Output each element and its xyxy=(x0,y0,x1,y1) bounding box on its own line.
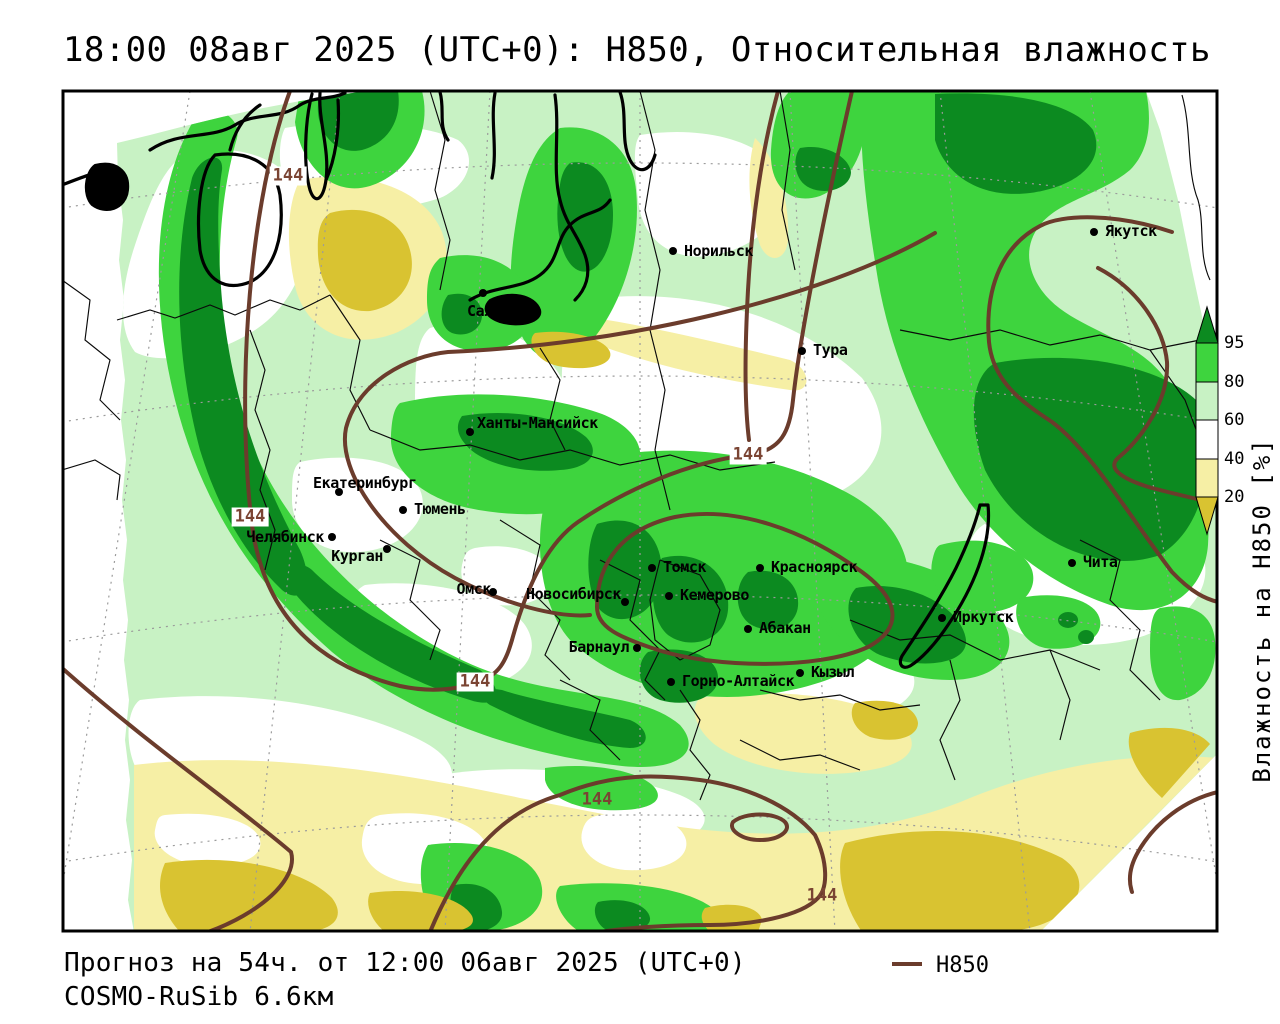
h850-contour-value-label: 144 xyxy=(269,166,307,186)
colorbar-title: Влажность на H850 [%] xyxy=(1248,437,1276,783)
city-marker-dot xyxy=(798,347,806,355)
colorbar-tick-label: 40 xyxy=(1224,449,1245,469)
city-label: Тура xyxy=(813,341,848,359)
forecast-info-text: Прогноз на 54ч. от 12:00 06авг 2025 (UTC… xyxy=(64,948,746,978)
city-marker-dot xyxy=(744,625,752,633)
humidity-colorbar xyxy=(1195,305,1219,536)
city-label: Кызыл xyxy=(811,663,855,681)
city-label: Салехард xyxy=(467,302,537,320)
city-label: Томск xyxy=(663,558,707,576)
h850-contour-value-label: 144 xyxy=(806,885,838,906)
city-label: Новосибирск xyxy=(526,585,621,603)
city-marker-dot xyxy=(1090,228,1098,236)
humidity-95-plus-dark-green-areas xyxy=(179,91,1208,932)
city-marker-dot xyxy=(633,644,641,652)
h850-contour-value-label: 144 xyxy=(729,445,767,465)
colorbar-tick-label: 80 xyxy=(1224,372,1245,392)
city-marker-dot xyxy=(796,669,804,677)
h850-contour-value-label: 144 xyxy=(456,672,494,692)
humidity-fill-layer xyxy=(117,91,1218,932)
city-label: Челябинск xyxy=(246,528,324,546)
city-label: Ханты-Мансийск xyxy=(477,414,598,432)
page-title: 18:00 08авг 2025 (UTC+0): H850, Относите… xyxy=(63,30,1211,70)
city-label: Красноярск xyxy=(771,558,858,576)
city-marker-dot xyxy=(383,545,391,553)
graticule xyxy=(62,90,1218,932)
city-label: Барнаул xyxy=(568,638,630,656)
city-marker-dot xyxy=(648,564,656,572)
city-label: Курган xyxy=(331,547,383,565)
city-marker-dot xyxy=(489,588,497,596)
h850-contour-value-label: 144 xyxy=(231,507,269,527)
city-label: Абакан xyxy=(759,619,811,637)
h850-legend-label: H850 xyxy=(936,953,989,978)
city-marker-dot xyxy=(667,678,675,686)
h850-contour-lines xyxy=(62,90,1218,932)
h850-contour-value-label: 144 xyxy=(581,789,613,810)
admin-borders xyxy=(62,90,1218,801)
city-marker-dot xyxy=(479,289,487,297)
city-label: Норильск xyxy=(684,242,754,260)
city-marker-dot xyxy=(466,428,474,436)
colorbar-tick-label: 20 xyxy=(1224,487,1245,507)
city-label: Тюмень xyxy=(414,500,466,518)
h850-legend-line xyxy=(892,962,922,966)
model-info-text: COSMO-RuSib 6.6км xyxy=(64,982,334,1012)
city-label: Чита xyxy=(1083,553,1118,571)
city-label: Горно-Алтайск xyxy=(682,672,795,690)
city-label: Екатеринбург xyxy=(313,474,417,492)
city-marker-dot xyxy=(665,592,673,600)
city-marker-dot xyxy=(669,247,677,255)
colorbar-tick-label: 95 xyxy=(1224,333,1245,353)
colorbar-tick-label: 60 xyxy=(1224,410,1245,430)
city-label: Иркутск xyxy=(953,608,1014,626)
city-marker-dot xyxy=(328,533,336,541)
city-marker-dot xyxy=(621,598,629,606)
city-marker-dot xyxy=(756,564,764,572)
humidity-below-20-yellow-areas xyxy=(160,209,1210,932)
map-frame-border xyxy=(61,89,1219,933)
city-label: Омск xyxy=(456,580,491,598)
city-label: Якутск xyxy=(1105,222,1157,240)
city-marker-dot xyxy=(399,506,407,514)
city-marker-dot xyxy=(335,488,343,496)
city-marker-dot xyxy=(1068,559,1076,567)
city-marker-dot xyxy=(938,614,946,622)
city-label: Кемерово xyxy=(680,586,750,604)
